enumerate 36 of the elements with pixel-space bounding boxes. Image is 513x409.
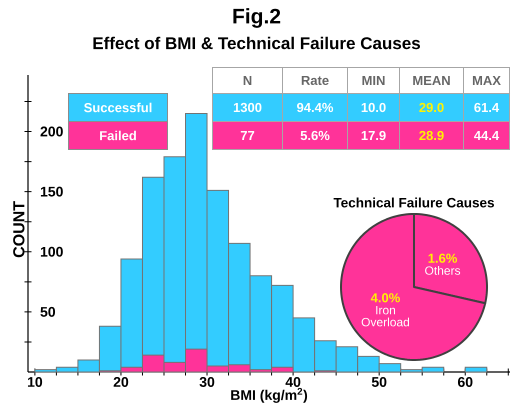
annotation: 29.0 bbox=[419, 102, 444, 112]
y-tick-label: 150 bbox=[40, 186, 63, 197]
annotation: 94.4% bbox=[297, 102, 334, 112]
x-tick-label: 60 bbox=[458, 377, 472, 387]
annotation: 1300 bbox=[234, 102, 262, 112]
annotation: 61.4 bbox=[474, 102, 500, 112]
slice-label: Others bbox=[425, 266, 460, 275]
y-axis-title: COUNT bbox=[13, 201, 24, 258]
text: Successful bbox=[84, 102, 152, 112]
slice-label: Iron Overload bbox=[362, 306, 410, 326]
annotation: MEAN bbox=[413, 76, 450, 85]
text: Failed bbox=[100, 130, 136, 140]
x-tick-label: 20 bbox=[114, 377, 128, 387]
data-label: 1.6% bbox=[428, 254, 458, 263]
y-tick-label: 50 bbox=[40, 306, 56, 317]
x-tick-label: 10 bbox=[28, 377, 42, 387]
annotation: MAX bbox=[472, 76, 501, 85]
annotation: N bbox=[244, 76, 252, 85]
annotation: Rate bbox=[302, 76, 329, 86]
x-tick-label: 50 bbox=[372, 377, 386, 387]
chart-title: Technical Failure Causes bbox=[334, 198, 494, 208]
y-tick-label: 200 bbox=[40, 126, 63, 136]
x-tick-label: 30 bbox=[200, 377, 214, 387]
annotation: 77 bbox=[240, 131, 254, 140]
x-axis-title: BMI (kg/m$^{2}$) bbox=[231, 388, 308, 403]
annotation: 44.4 bbox=[474, 131, 500, 140]
annotation: MIN bbox=[362, 76, 385, 85]
y-tick-label: 100 bbox=[40, 246, 63, 257]
annotation: 10.0 bbox=[362, 102, 386, 112]
chart-subtitle: Effect of BMI & Technical Failure Causes bbox=[93, 36, 420, 50]
annotation: 28.9 bbox=[419, 130, 444, 140]
data-label: 4.0% bbox=[370, 293, 400, 302]
annotation: 17.9 bbox=[362, 130, 386, 140]
chart-title: Fig.2 bbox=[233, 8, 280, 28]
x-tick-label: 40 bbox=[286, 377, 300, 387]
annotation: 5.6% bbox=[300, 130, 330, 140]
